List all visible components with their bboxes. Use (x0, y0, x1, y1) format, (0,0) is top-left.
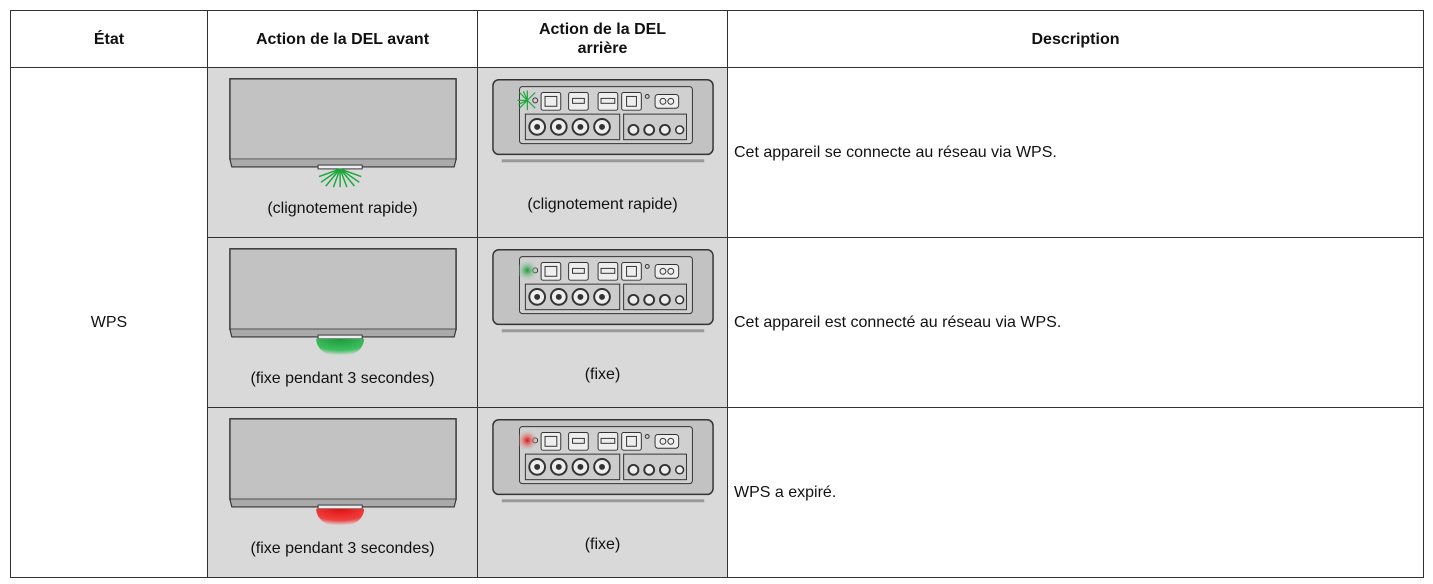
rear-caption: (clignotement rapide) (527, 196, 678, 213)
rear-device (490, 76, 716, 166)
row: (fixe pendant 3 secondes) (fixe) Cet app… (11, 237, 1424, 408)
rear-cell: (fixe) (477, 237, 728, 408)
front-cell: (fixe pendant 3 secondes) (207, 407, 478, 578)
header-cell: Action de la DEL avant (207, 10, 478, 68)
rear-cell: (clignotement rapide) (477, 67, 728, 238)
front-device (228, 76, 458, 188)
description: Cet appareil est connecté au réseau via … (727, 237, 1424, 408)
state: WPS (10, 67, 208, 578)
rear-device (490, 416, 716, 506)
front-cell: (fixe pendant 3 secondes) (207, 237, 478, 408)
front-device (228, 416, 458, 528)
description: Cet appareil se connecte au réseau via W… (727, 67, 1424, 238)
row: (fixe pendant 3 secondes) (fixe) WPS a e… (11, 407, 1424, 578)
rear-cell: (fixe) (477, 407, 728, 578)
header-row: État Action de la DEL avant Action de la… (10, 10, 1424, 68)
description: WPS a expiré. (727, 407, 1424, 578)
rear-device (490, 246, 716, 336)
rear-caption: (fixe) (584, 366, 621, 383)
front-cell: (clignotement rapide) (207, 67, 478, 238)
front-caption: (fixe pendant 3 secondes) (250, 540, 435, 557)
header-cell: État (10, 10, 208, 68)
front-device (228, 246, 458, 358)
row: WPS (clignotement rapide) (clignotement … (10, 67, 1424, 578)
front-caption: (clignotement rapide) (267, 200, 418, 217)
rear-caption: (fixe) (584, 536, 621, 553)
header-cell: Description (727, 10, 1424, 68)
led-table: État Action de la DEL avant Action de la… (10, 10, 1424, 578)
front-caption: (fixe pendant 3 secondes) (250, 370, 435, 387)
header-cell: Action de la DEL arrière (477, 10, 728, 68)
